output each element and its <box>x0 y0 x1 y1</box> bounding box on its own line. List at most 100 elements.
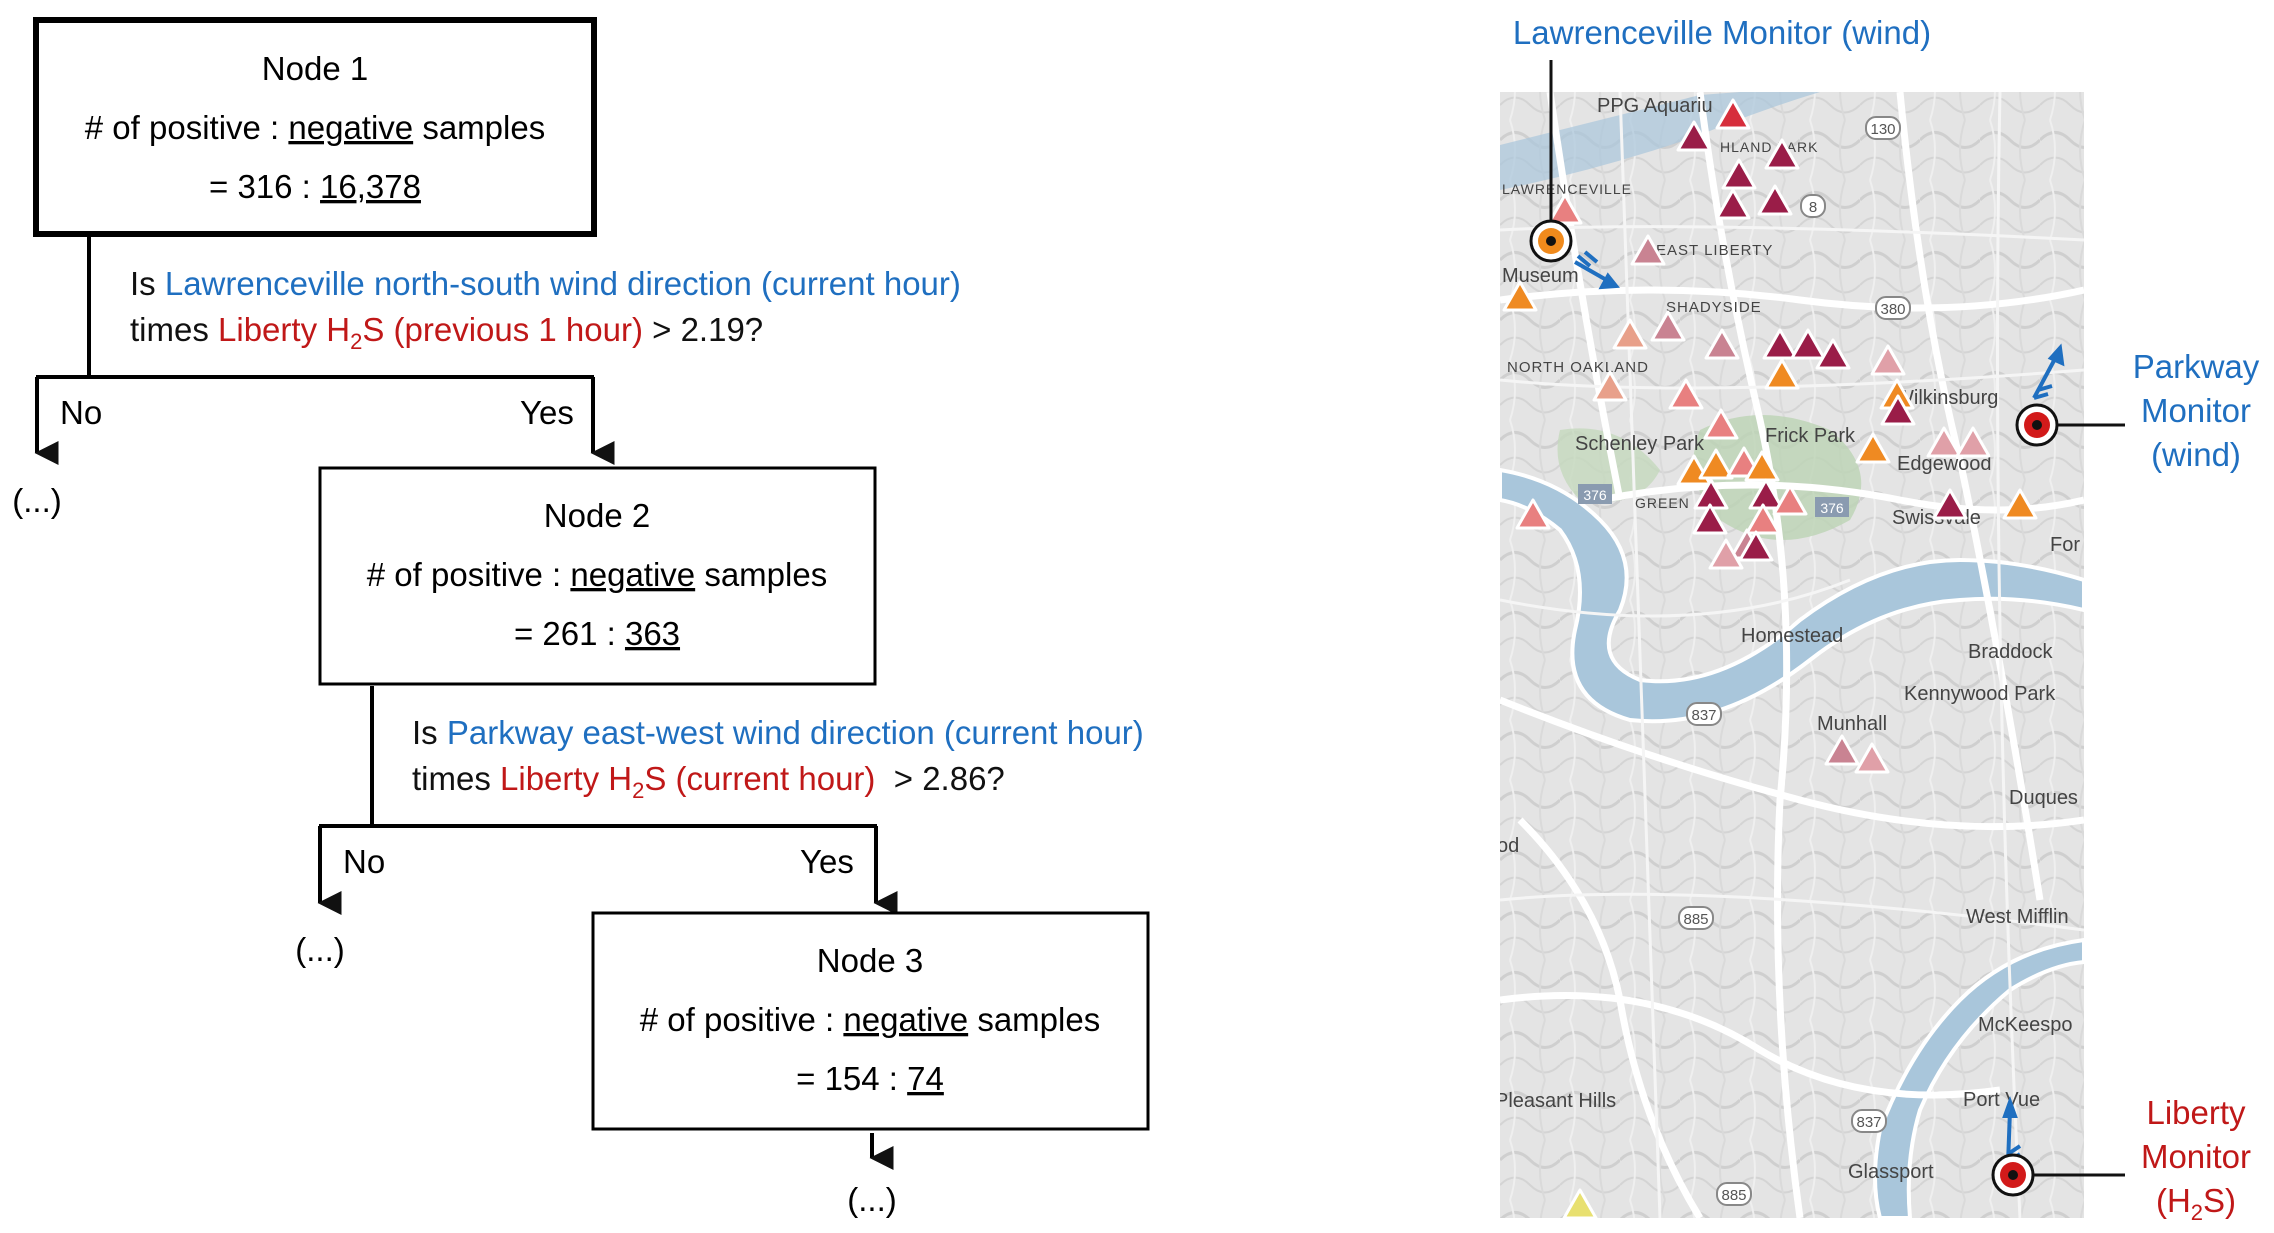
smell-report-icon <box>1676 120 1712 152</box>
svg-text:885: 885 <box>1721 1187 1746 1204</box>
smell-report-icon <box>1955 426 1991 458</box>
branch-1-connector <box>34 237 615 465</box>
place-label: Frick Park <box>1765 425 1856 447</box>
lawrenceville-monitor-marker <box>1529 219 1573 263</box>
place-label: HLAND PARK <box>1720 139 1818 155</box>
lawrenceville-monitor-label: Lawrenceville Monitor (wind) <box>1513 14 1931 51</box>
node-3: Node 3 # of positive : negative samples … <box>591 911 1150 1131</box>
route-shield: 837 <box>1851 1109 1887 1133</box>
question-1-line-1: Is Lawrenceville north-south wind direct… <box>130 265 961 302</box>
question-1: Is Lawrenceville north-south wind direct… <box>130 265 961 354</box>
place-label: Schenley Park <box>1575 433 1705 455</box>
smell-report-icon <box>1757 184 1793 216</box>
svg-text:376: 376 <box>1820 500 1844 516</box>
smell-report-icon <box>1650 310 1686 342</box>
smell-reports <box>1502 98 2038 1218</box>
place-label: Braddock <box>1968 641 2053 663</box>
node-2-box <box>318 466 877 686</box>
smell-report-icon <box>2002 488 2038 520</box>
place-label: Wilkinsburg <box>1895 387 1998 409</box>
place-label: Glassport <box>1848 1161 1934 1183</box>
map-image: PPG Aquariu LAWRENCEVILLE Museum EAST LI… <box>1497 92 2084 1218</box>
node-1-box <box>33 17 597 237</box>
smell-report-icon <box>1855 432 1891 464</box>
route-shield: 376 <box>1815 497 1849 517</box>
node-1-ratio-label: # of positive : negative samples <box>85 109 545 146</box>
smell-report-icon <box>1502 280 1538 312</box>
branch-1-no-label: No <box>60 394 102 431</box>
place-label: Port Vue <box>1963 1089 2040 1111</box>
smell-report-icon <box>1764 358 1800 390</box>
svg-text:Liberty: Liberty <box>2146 1094 2246 1131</box>
monitor-callout-lines <box>1549 60 2125 1177</box>
smell-report-icon <box>1790 328 1826 360</box>
place-label: SHADYSIDE <box>1666 299 1762 316</box>
smell-report-icon <box>1880 394 1916 426</box>
question-2-line-1: Is Parkway east-west wind direction (cur… <box>412 714 1144 751</box>
map-place-labels: PPG Aquariu LAWRENCEVILLE Museum EAST LI… <box>1497 95 2080 1183</box>
wind-arrow-icon <box>1574 250 1620 290</box>
svg-text:837: 837 <box>1691 707 1716 724</box>
place-label: Kennywood Park <box>1904 683 2056 705</box>
svg-text:Monitor: Monitor <box>2141 392 2251 429</box>
node-1-title: Node 1 <box>262 50 368 87</box>
smell-report-icon <box>1703 408 1739 440</box>
liberty-monitor-marker <box>1991 1153 2035 1197</box>
liberty-monitor-label: Liberty Monitor (H2S) <box>2141 1094 2251 1225</box>
svg-text:130: 130 <box>1870 121 1895 138</box>
smell-report-icon <box>1738 530 1774 562</box>
node-3-ratio-label: # of positive : negative samples <box>640 1001 1100 1038</box>
smell-report-icon <box>1630 234 1666 266</box>
smell-report-icon <box>1764 138 1800 170</box>
smell-report-icon <box>1926 426 1962 458</box>
place-label: Duques <box>2009 787 2078 809</box>
route-shield: 837 <box>1686 702 1722 726</box>
smell-report-icon <box>1854 742 1890 774</box>
route-shield: 130 <box>1865 116 1901 140</box>
place-label: od <box>1497 835 1519 857</box>
smell-report-icon <box>1668 378 1704 410</box>
branch-1-continuation: (...) <box>12 482 61 519</box>
parkway-monitor-marker <box>2015 403 2059 447</box>
node-2-ratio-label: # of positive : negative samples <box>367 556 827 593</box>
question-1-line-2: times Liberty H2S (previous 1 hour) > 2.… <box>130 311 763 354</box>
smell-report-icon <box>1932 488 1968 520</box>
smell-report-icon <box>1772 484 1808 516</box>
place-label: NORTH OAKLAND <box>1507 359 1649 376</box>
smell-report-icon <box>1692 503 1728 535</box>
wind-arrow-icon <box>2032 343 2065 400</box>
node-2-ratio-value: = 261 : 363 <box>514 615 680 652</box>
node-3-ratio-value: = 154 : 74 <box>796 1060 944 1097</box>
question-2-line-2: times Liberty H2S (current hour) > 2.86? <box>412 760 1005 803</box>
branch-2-connector <box>317 686 898 915</box>
node-3-box <box>591 911 1150 1131</box>
branch-2-yes-label: Yes <box>800 843 854 880</box>
smell-report-icon <box>1612 318 1648 350</box>
route-shield: 885 <box>1678 906 1714 930</box>
place-label: Homestead <box>1741 625 1843 647</box>
route-shield: 380 <box>1875 296 1911 320</box>
svg-text:(H2S): (H2S) <box>2156 1182 2236 1225</box>
smell-report-icon <box>1515 498 1551 530</box>
branch-2-continuation: (...) <box>295 931 344 968</box>
smell-report-icon <box>1698 448 1734 480</box>
place-label: EAST LIBERTY <box>1656 242 1773 259</box>
branch-1-yes-label: Yes <box>520 394 574 431</box>
place-label: McKeespo <box>1978 1014 2073 1036</box>
svg-text:376: 376 <box>1583 487 1607 503</box>
place-label: West Mifflin <box>1966 906 2069 928</box>
place-label: PPG Aquariu <box>1597 95 1713 117</box>
svg-text:380: 380 <box>1880 301 1905 318</box>
route-shield: 376 <box>1578 484 1612 504</box>
node-3-continuation: (...) <box>847 1181 896 1218</box>
node-1-ratio-value: = 316 : 16,378 <box>209 168 421 205</box>
smell-report-icon <box>1547 193 1583 225</box>
smell-report-icon <box>1744 450 1780 482</box>
smell-report-icon <box>1708 538 1744 570</box>
node-1: Node 1 # of positive : negative samples … <box>33 17 597 237</box>
svg-text:8: 8 <box>1809 199 1817 216</box>
svg-text:(wind): (wind) <box>2151 436 2241 473</box>
smell-report-icon <box>1815 338 1851 370</box>
decision-tree: Node 1 # of positive : negative samples … <box>12 17 1150 1218</box>
